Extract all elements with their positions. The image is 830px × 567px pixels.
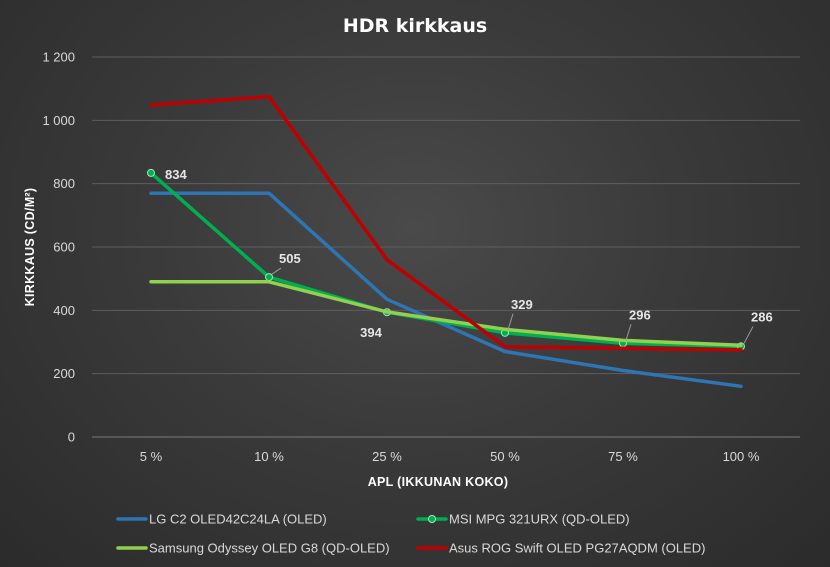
series-line-lg-c2-oled42c24la-oled xyxy=(149,191,743,389)
data-label: 394 xyxy=(360,325,382,340)
legend-label: Asus ROG Swift OLED PG27AQDM (OLED) xyxy=(449,541,705,556)
y-tick-label: 600 xyxy=(53,240,75,255)
x-tick-label: 100 % xyxy=(723,449,760,464)
legend-marker xyxy=(428,515,436,523)
x-tick-label: 75 % xyxy=(608,449,638,464)
leader-line xyxy=(507,313,514,330)
legend: LG C2 OLED42C24LA (OLED) MSI MPG 321URX (… xyxy=(116,512,705,556)
data-label: 296 xyxy=(629,307,651,322)
y-axis-title: KIRKKAUS (CD/M²) xyxy=(23,188,37,307)
data-point xyxy=(147,168,155,177)
legend-label: MSI MPG 321URX (QD-OLED) xyxy=(449,512,630,527)
x-tick-label: 10 % xyxy=(254,449,284,464)
data-label: 505 xyxy=(279,251,301,266)
y-tick-label: 800 xyxy=(53,176,75,191)
legend-label: LG C2 OLED42C24LA (OLED) xyxy=(149,512,327,527)
y-tick-label: 1 000 xyxy=(42,113,75,128)
y-axis-ticks: 0 200 400 600 800 1 000 1 200 xyxy=(42,50,75,445)
y-tick-label: 400 xyxy=(53,303,75,318)
x-tick-label: 50 % xyxy=(490,449,520,464)
series-line-samsung-odyssey-oled-g8-qd-oled xyxy=(149,280,743,347)
gridlines xyxy=(92,56,800,438)
x-axis-title: APL (IKKUNAN KOKO) xyxy=(368,475,509,489)
leader-line xyxy=(625,324,632,341)
x-axis-ticks: 5 % 10 % 25 % 50 % 75 % 100 % xyxy=(140,449,760,464)
leader-line xyxy=(271,267,282,275)
y-tick-label: 200 xyxy=(53,366,75,381)
data-label: 329 xyxy=(511,297,533,312)
data-label: 834 xyxy=(165,167,187,182)
legend-label: Samsung Odyssey OLED G8 (QD-OLED) xyxy=(149,541,390,556)
x-tick-label: 5 % xyxy=(140,449,163,464)
leader-line xyxy=(743,326,754,344)
y-tick-label: 0 xyxy=(68,430,75,445)
x-tick-label: 25 % xyxy=(372,449,402,464)
data-point xyxy=(265,273,273,282)
chart-title: HDR kirkkaus xyxy=(343,15,487,37)
series-line-asus-rog-swift-oled-pg27aqdm-oled xyxy=(149,94,743,352)
y-tick-label: 1 200 xyxy=(42,50,75,65)
series-line-msi-mpg-321urx-qd-oled xyxy=(149,171,743,349)
data-label: 286 xyxy=(751,309,773,324)
data-labels: 834 505 394 329 296 286 xyxy=(165,167,773,344)
series-lines xyxy=(147,94,745,389)
